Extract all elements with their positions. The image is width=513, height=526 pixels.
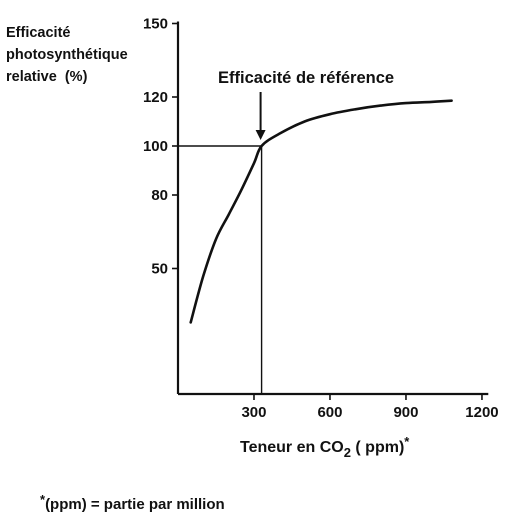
- y-tick-label: 80: [151, 187, 168, 204]
- curve: [189, 99, 453, 324]
- y-axis-label: Efficacité photosynthétique relative (%): [6, 22, 128, 88]
- y-tick-label: 100: [143, 138, 168, 155]
- x-tick-label: 600: [317, 404, 342, 421]
- x-tick-label: 300: [241, 404, 266, 421]
- y-tick-label: 120: [143, 89, 168, 106]
- y-axis-label-line-1: Efficacité: [6, 25, 71, 41]
- annotation-label: Efficacité de référence: [218, 69, 394, 87]
- reference-lines: [178, 145, 263, 394]
- x-tick-label: 900: [393, 404, 418, 421]
- ticks: 300 600 900 1200 50 80 100 120 150: [143, 16, 499, 422]
- y-tick-label: 50: [151, 261, 168, 278]
- x-axis-label: Teneur en CO2 ( ppm)*: [240, 434, 409, 460]
- y-tick-label: 150: [143, 16, 168, 33]
- y-axis-label-line-3: relative (%): [6, 69, 88, 85]
- y-axis-label-line-2: photosynthétique: [6, 47, 128, 63]
- series-line: [189, 99, 453, 324]
- x-tick-label: 1200: [465, 404, 498, 421]
- x-axis-label-main: Teneur en CO: [240, 439, 344, 456]
- x-axis-label-asterisk: *: [404, 434, 410, 449]
- annotation-arrow-head: [255, 130, 266, 140]
- footnote: *(ppm) = partie par million: [40, 492, 225, 513]
- axes: [176, 21, 489, 396]
- footnote-asterisk: *: [40, 492, 46, 507]
- x-axis-label-subscript: 2: [343, 445, 351, 460]
- x-axis-label-unit: ( ppm): [350, 439, 405, 456]
- footnote-text: (ppm) = partie par million: [45, 496, 225, 513]
- annotation-group: Efficacité de référence: [218, 69, 394, 140]
